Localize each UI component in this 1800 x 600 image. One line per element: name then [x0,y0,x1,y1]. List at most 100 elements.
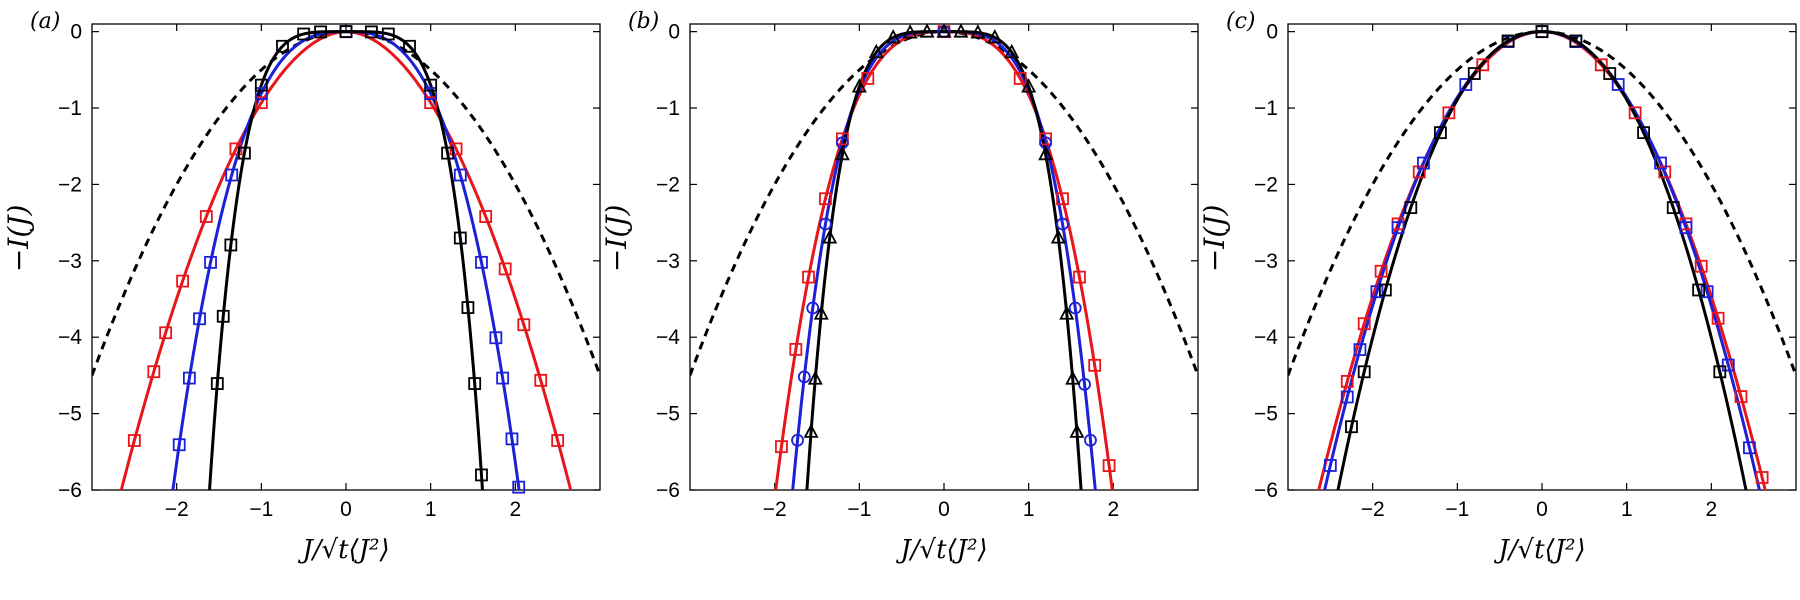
x-tick-label: 2 [1705,498,1717,521]
data-point-blue [254,87,268,100]
data-point-black [1569,34,1583,48]
data-point-blue [1353,343,1367,357]
data-point-blue [1084,433,1097,447]
data-point-blue [453,168,467,182]
y-axis-label: −I(J) [600,205,633,273]
data-point-red [1357,317,1371,331]
series-curve-black [1336,30,1748,490]
data-point-black [276,39,289,53]
data-point-black [424,78,438,92]
data-point-red [1056,192,1069,206]
data-point-black [813,305,829,320]
x-tick-label: 2 [1107,498,1119,521]
data-point-black [381,27,395,41]
data-point-black [834,145,850,161]
data-point-black [803,423,819,438]
data-point-black [987,29,1003,44]
y-tick-label: 0 [70,21,82,44]
data-point-red [1102,459,1116,472]
series-curve-black [208,30,484,490]
data-point-black [224,238,238,252]
data-point-blue [424,87,438,100]
data-point-black [364,25,378,39]
panel-2: −2 −1 0 1 2 0 −1 −2 −3 −4 −5 −6 (c) −I(J) J/√t⟨J²⟩ [1198,9,1797,565]
data-point-red [229,142,243,156]
data-point-red [861,72,875,85]
data-point-blue [819,217,832,231]
data-point-black [953,23,969,38]
data-point-red [1755,471,1769,484]
data-point-black [1065,370,1081,385]
data-point-red [498,262,512,276]
x-tick-label: −2 [1361,498,1385,521]
data-point-blue [1611,78,1625,91]
axes-frame [91,23,601,491]
data-point-black [1535,25,1549,39]
y-tick-label: −6 [58,479,82,502]
data-point-red [1711,311,1725,325]
y-tick-label: −3 [58,250,82,273]
data-point-red [254,96,268,110]
data-point-black [1004,43,1020,59]
data-point-blue [512,480,526,494]
axes-frame [1287,23,1797,491]
data-point-red [517,318,531,332]
y-tick-label: −5 [656,403,680,426]
x-tick-label: 2 [509,498,521,521]
data-point-red [534,373,548,387]
data-point-red [1476,58,1490,72]
data-point-red [1073,270,1086,284]
x-tick-label: −2 [165,498,189,521]
y-axis-label: −I(J) [1198,205,1231,273]
data-point-red [802,270,815,284]
data-point-black [1692,283,1706,297]
data-point-black [314,25,328,39]
x-tick-label: 1 [1023,498,1035,521]
data-point-black [237,146,251,160]
y-tick-label: −6 [1254,479,1278,502]
data-point-black [210,377,224,390]
y-tick-label: −2 [656,173,680,196]
panel-label: (c) [1226,9,1256,34]
panel-1: −2 −1 0 1 2 0 −1 −2 −3 −4 −5 −6 (b) −I(J) J/√t⟨J²⟩ [600,9,1199,565]
data-point-black [970,24,986,39]
x-axis-label: J/√t⟨J²⟩ [895,535,987,565]
data-point-black [1434,126,1447,140]
data-point-black [902,24,918,39]
data-point-red [775,440,788,454]
data-point-black [1501,34,1515,48]
data-point-black [475,468,488,482]
data-point-red [1374,264,1388,278]
data-point-blue [1068,301,1082,315]
data-point-black [919,23,935,38]
data-point-red [1694,259,1708,273]
data-point-red [1013,72,1027,85]
data-point-red [159,326,173,340]
x-tick-label: −1 [847,498,871,521]
y-tick-label: −1 [656,97,680,120]
y-tick-label: −5 [1254,403,1278,426]
data-point-black [936,23,952,38]
data-point-blue [806,301,820,315]
data-point-blue [505,432,519,446]
y-tick-label: −6 [656,479,680,502]
data-point-black [1069,423,1085,438]
data-point-black [1404,201,1418,215]
data-point-blue [1340,390,1354,404]
panel-0: −2 −1 0 1 2 0 −1 −2 −3 −4 −5 −6 (a) −I(J) J/√t⟨J²⟩ [2,9,601,565]
data-point-red [1412,165,1426,179]
y-tick-label: −1 [1254,97,1278,120]
data-point-blue [1721,358,1735,372]
data-point-blue [1654,156,1667,170]
data-point-red [1658,165,1672,179]
data-point-black [403,39,416,53]
data-point-black [851,78,867,93]
data-point-black [254,78,268,92]
axes-frame [689,23,1199,491]
data-point-red [789,342,803,356]
x-tick-label: −2 [763,498,787,521]
data-point-black [461,301,475,314]
data-point-blue [797,370,811,384]
data-point-blue [1417,156,1430,170]
